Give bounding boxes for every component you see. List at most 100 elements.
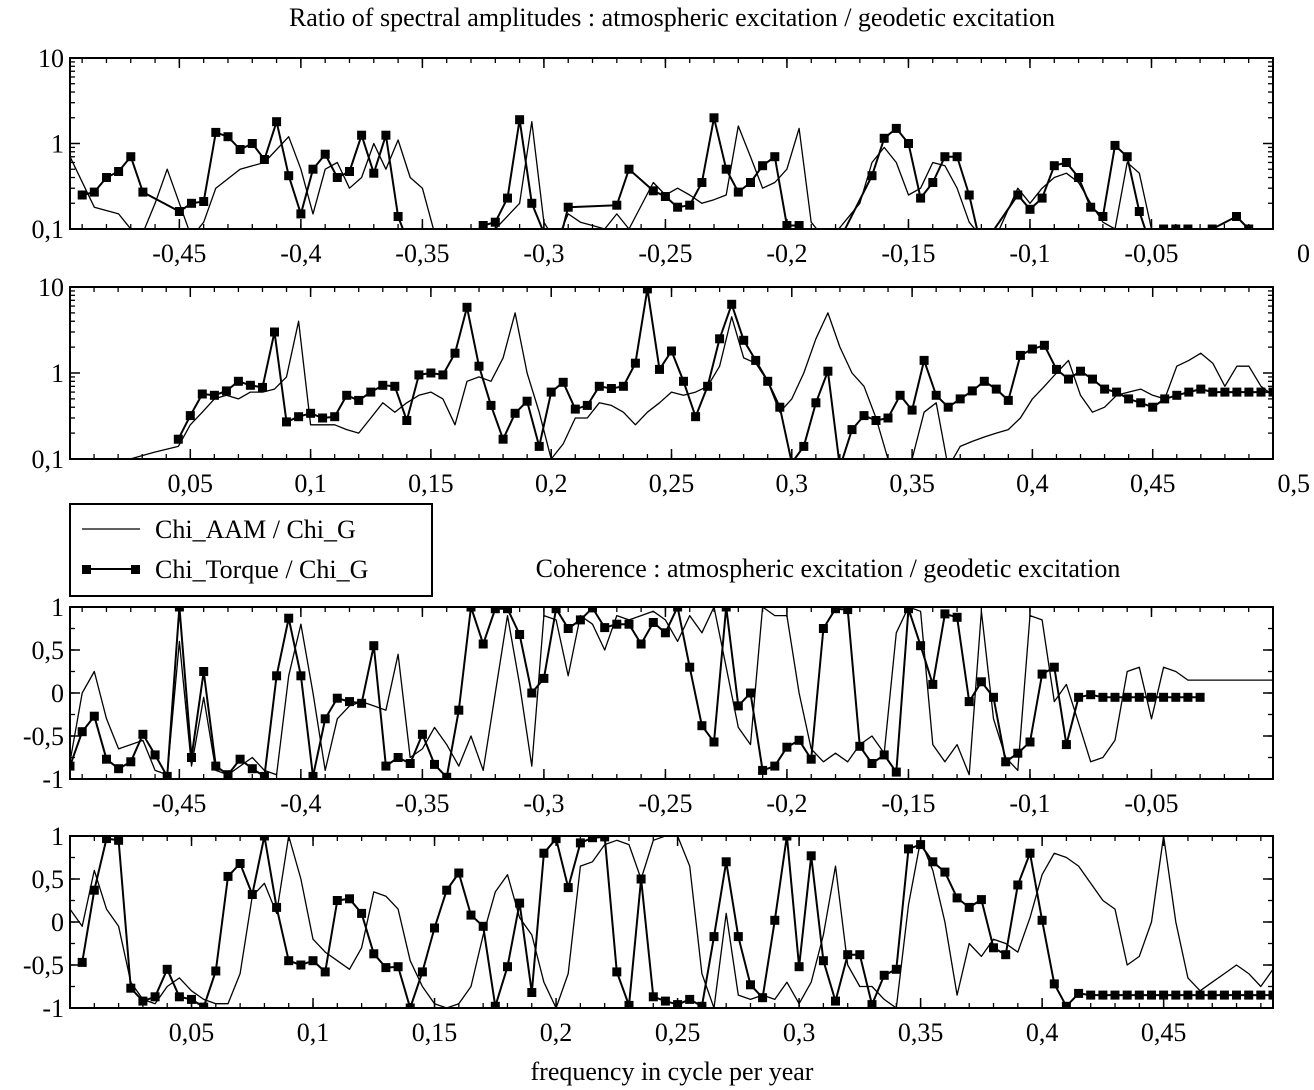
data-point: [855, 741, 865, 751]
data-point: [1013, 880, 1023, 890]
data-point: [233, 376, 243, 386]
data-point: [490, 1001, 500, 1008]
data-point: [1088, 374, 1097, 384]
data-point: [1039, 340, 1049, 350]
data-point: [618, 381, 628, 391]
data-point: [102, 836, 111, 844]
data-point: [1015, 350, 1025, 360]
data-point: [1232, 990, 1241, 1000]
y-tick-label: 1: [51, 822, 64, 851]
data-point: [442, 885, 452, 895]
data-point: [197, 389, 207, 399]
x-tick-label: 0,1: [294, 469, 327, 498]
data-point: [1207, 990, 1217, 1000]
data-point: [308, 164, 318, 174]
data-point: [527, 988, 537, 997]
data-point: [648, 186, 658, 196]
x-tick-label: 0,05: [169, 1018, 215, 1047]
data-point: [806, 851, 816, 861]
data-point: [588, 836, 597, 843]
data-point: [739, 335, 749, 345]
series-line: [130, 312, 1273, 459]
data-point: [843, 950, 853, 960]
data-point: [715, 334, 725, 344]
x-tick-label: -0,4: [280, 789, 321, 818]
x-tick-label: -0,05: [1124, 789, 1178, 818]
data-point: [606, 384, 616, 393]
data-point: [235, 754, 245, 764]
data-point: [919, 355, 929, 365]
data-point: [272, 117, 282, 127]
x-tick-label: 0,4: [1016, 469, 1049, 498]
data-point: [991, 384, 1001, 394]
panel-coherence-negative: -0,45 -0,4 -0,35 -0,3 -0,25 -0,2 -0,15 -0,1 -0,0…: [23, 593, 1274, 818]
data-point: [1244, 990, 1254, 1000]
data-point: [1025, 204, 1035, 214]
data-point: [709, 737, 719, 747]
data-point: [770, 761, 780, 771]
data-point: [211, 966, 221, 976]
data-point: [563, 883, 573, 893]
x-tick-label: -0,3: [523, 789, 564, 818]
data-point: [199, 197, 209, 206]
data-point: [308, 771, 318, 779]
data-point: [1256, 990, 1266, 1000]
data-point: [1183, 224, 1193, 229]
data-point: [211, 127, 221, 137]
data-point: [77, 727, 87, 737]
x-tick-label: 0,1: [297, 1018, 330, 1047]
data-point: [940, 867, 950, 877]
data-point: [235, 145, 245, 154]
data-point: [636, 874, 646, 884]
data-point: [843, 607, 853, 615]
data-point: [891, 964, 901, 974]
data-point: [223, 132, 233, 142]
series-line: [81, 836, 1273, 1008]
data-point: [1110, 140, 1120, 150]
data-point: [758, 765, 768, 775]
data-point: [907, 405, 917, 415]
data-point: [199, 667, 209, 676]
x-tick-label: 0,4: [1026, 1018, 1059, 1047]
x-tick-label: 0,05: [168, 469, 214, 498]
x-tick-label: 0,45: [1141, 1018, 1187, 1047]
series-torque-2: [70, 607, 1205, 779]
data-point: [655, 364, 664, 374]
data-point: [332, 693, 342, 703]
data-point: [582, 400, 592, 410]
x-tick-label: 0,25: [655, 1018, 701, 1047]
data-point: [871, 416, 881, 425]
data-point: [952, 612, 962, 622]
x-tick-label: -0,05: [1124, 239, 1178, 268]
data-point: [928, 679, 938, 689]
data-point: [1003, 395, 1013, 405]
data-point: [390, 381, 400, 391]
data-point: [794, 221, 804, 229]
data-point: [979, 376, 989, 386]
data-point: [1100, 384, 1110, 394]
data-point: [345, 167, 354, 176]
data-point: [1268, 990, 1273, 1000]
series-line: [70, 607, 1273, 776]
data-point: [284, 171, 294, 181]
data-point: [709, 113, 719, 123]
data-point: [245, 380, 255, 390]
x-tick-label: -0,35: [395, 239, 449, 268]
data-point: [150, 992, 160, 1002]
data-point: [272, 902, 282, 912]
series-torque-0: [77, 113, 1254, 229]
data-point: [570, 404, 580, 414]
y-tick-label: 1: [51, 130, 64, 159]
x-tick-label: -0,3: [523, 239, 564, 268]
data-point: [1124, 394, 1134, 404]
data-point: [612, 967, 622, 977]
data-point: [430, 923, 439, 933]
legend-label-torque: Chi_Torque / Chi_G: [155, 555, 368, 584]
data-point: [1147, 990, 1156, 1000]
data-point: [381, 963, 391, 973]
data-point: [102, 754, 111, 764]
data-point: [1013, 748, 1023, 758]
data-point: [258, 382, 267, 392]
data-point: [1098, 212, 1108, 221]
data-point: [1159, 990, 1169, 1000]
